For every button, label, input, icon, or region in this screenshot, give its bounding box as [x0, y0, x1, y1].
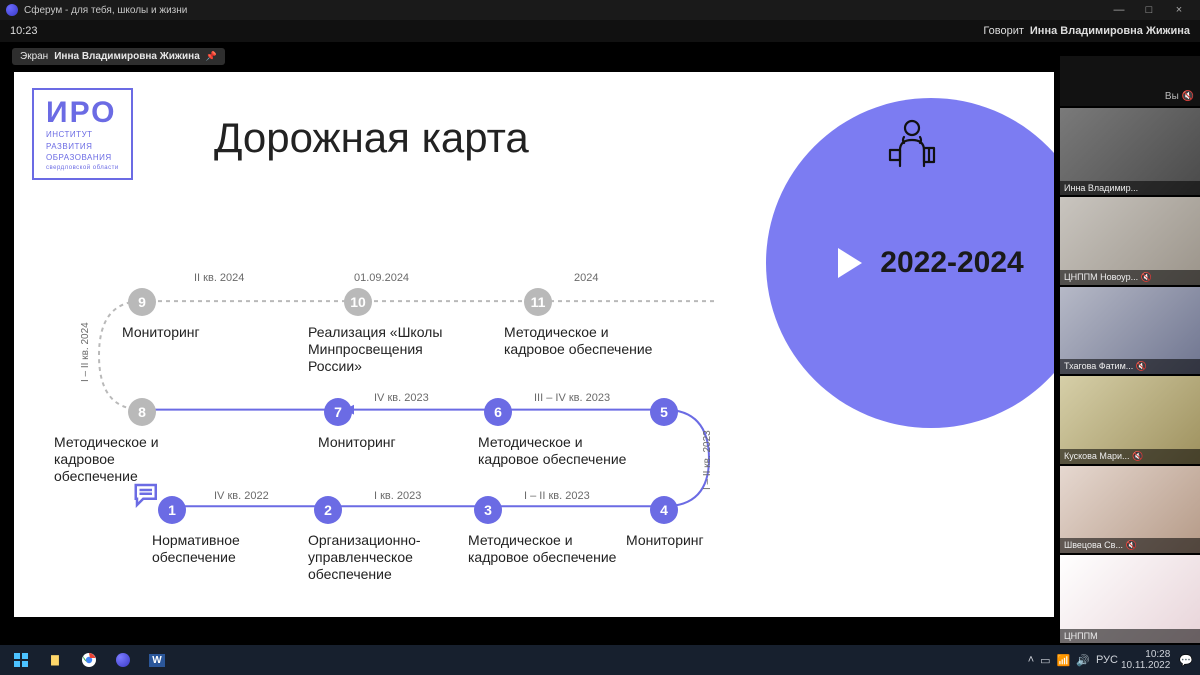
sharing-indicator[interactable]: Экран Инна Владимировна Жижина 📌 — [12, 48, 225, 65]
participant-name: Кускова Мари... 🔇 — [1060, 449, 1200, 464]
windows-taskbar[interactable]: ▇ W ˄ ▭ 📶 🔊 РУС 10:28 10.11.2022 💬 — [0, 645, 1200, 675]
participant-tile[interactable]: Кускова Мари... 🔇 — [1060, 376, 1200, 464]
node-7-date: IV кв. 2023 — [374, 392, 429, 404]
self-tile[interactable]: Вы 🔇 — [1060, 56, 1200, 106]
tray-wifi-icon[interactable]: 📶 — [1057, 654, 1071, 667]
node-11-label: Методическое и кадровое обеспечение — [504, 324, 654, 358]
roadmap-diagram: 1 IV кв. 2022 Нормативное обеспечение 2 … — [54, 242, 714, 597]
node-1-date: IV кв. 2022 — [214, 490, 269, 502]
roadmap-node-11: 11 — [524, 288, 552, 316]
node-6-label: Методическое и кадровое обеспечение — [478, 434, 628, 468]
node-1-label: Нормативное обеспечение — [152, 532, 302, 566]
close-button[interactable]: × — [1164, 4, 1194, 16]
slide-title: Дорожная карта — [214, 114, 529, 162]
iro-logo: ИРО ИНСТИТУТ РАЗВИТИЯ ОБРАЗОВАНИЯ свердл… — [32, 88, 133, 180]
roadmap-node-5: 5 — [650, 398, 678, 426]
roadmap-node-10: 10 — [344, 288, 372, 316]
roadmap-node-8: 8 — [128, 398, 156, 426]
node-8-date: I – II кв. 2024 — [80, 322, 91, 382]
roadmap-node-1: 1 — [158, 496, 186, 524]
roadmap-node-4: 4 — [650, 496, 678, 524]
self-label: Вы 🔇 — [1165, 91, 1194, 102]
tray-lang[interactable]: РУС — [1096, 654, 1118, 666]
participant-name: Швецова Св... 🔇 — [1060, 538, 1200, 553]
call-status-bar: 10:23 Говорит Инна Владимировна Жижина — [0, 20, 1200, 42]
logo-line-3: ОБРАЗОВАНИЯ — [46, 153, 119, 163]
node-4-label: Мониторинг — [626, 532, 704, 549]
maximize-button[interactable]: □ — [1134, 4, 1164, 16]
logo-acronym: ИРО — [46, 98, 119, 128]
sharing-prefix: Экран — [20, 51, 48, 62]
word-icon[interactable]: W — [140, 645, 174, 675]
participants-sidebar: Вы 🔇 Инна Владимир... ЦНППМ Новоур... 🔇 … — [1060, 42, 1200, 645]
sferum-icon[interactable] — [106, 645, 140, 675]
tray-battery-icon[interactable]: ▭ — [1040, 654, 1050, 667]
explorer-icon[interactable]: ▇ — [38, 645, 72, 675]
participant-name: ЦНППМ Новоур... 🔇 — [1060, 270, 1200, 285]
node-2-label: Организационно-управленческое обеспечени… — [308, 532, 458, 582]
shared-screen-stage: Экран Инна Владимировна Жижина 📌 ИРО ИНС… — [0, 42, 1060, 645]
chrome-icon[interactable] — [72, 645, 106, 675]
node-9-label: Мониторинг — [122, 324, 200, 341]
node-5-date: I – II кв. 2023 — [702, 430, 713, 490]
speaking-name: Инна Владимировна Жижина — [1030, 25, 1190, 37]
window-title: Сферум - для тебя, школы и жизни — [24, 5, 1104, 16]
minimize-button[interactable]: — — [1104, 4, 1134, 16]
clock-date: 10.11.2022 — [1121, 660, 1170, 671]
teacher-icon — [880, 114, 944, 178]
roadmap-node-2: 2 — [314, 496, 342, 524]
logo-line-2: РАЗВИТИЯ — [46, 142, 119, 152]
play-icon — [838, 248, 862, 278]
roadmap-node-9: 9 — [128, 288, 156, 316]
node-10-date: 01.09.2024 — [354, 272, 409, 284]
roadmap-node-6: 6 — [484, 398, 512, 426]
participant-tile[interactable]: Тхагова Фатим... 🔇 — [1060, 287, 1200, 375]
participant-name: ЦНППМ — [1060, 629, 1200, 643]
node-7-label: Мониторинг — [318, 434, 396, 451]
node-10-label: Реализация «Школы Минпросвещения России» — [308, 324, 478, 374]
logo-line-4: свердловской области — [46, 165, 119, 172]
call-time: 10:23 — [10, 25, 38, 37]
logo-line-1: ИНСТИТУТ — [46, 130, 119, 140]
notifications-icon[interactable]: 💬 — [1179, 654, 1193, 667]
pin-icon[interactable]: 📌 — [206, 51, 217, 62]
start-button[interactable] — [4, 645, 38, 675]
roadmap-node-7: 7 — [324, 398, 352, 426]
clock-time: 10:28 — [1121, 649, 1170, 660]
speaking-prefix: Говорит — [983, 25, 1023, 37]
node-11-date: 2024 — [574, 272, 598, 284]
roadmap-node-3: 3 — [474, 496, 502, 524]
taskbar-clock[interactable]: 10:28 10.11.2022 — [1121, 649, 1176, 671]
window-titlebar: Сферум - для тебя, школы и жизни — □ × — [0, 0, 1200, 20]
participant-tile[interactable]: ЦНППМ Новоур... 🔇 — [1060, 197, 1200, 285]
node-8-label: Методическое и кадровое обеспечение — [54, 434, 184, 484]
tray-chevron-icon[interactable]: ˄ — [1028, 654, 1034, 666]
tray-volume-icon[interactable]: 🔊 — [1076, 654, 1090, 667]
participant-name: Тхагова Фатим... 🔇 — [1060, 359, 1200, 374]
presentation-slide: ИРО ИНСТИТУТ РАЗВИТИЯ ОБРАЗОВАНИЯ свердл… — [14, 72, 1054, 617]
node-9-date: II кв. 2024 — [194, 272, 244, 284]
node-3-date: I – II кв. 2023 — [524, 490, 590, 502]
sharing-name: Инна Владимировна Жижина — [54, 51, 200, 62]
node-3-label: Методическое и кадровое обеспечение — [468, 532, 618, 566]
participant-tile[interactable]: ЦНППМ — [1060, 555, 1200, 643]
participant-tile[interactable]: Швецова Св... 🔇 — [1060, 466, 1200, 554]
app-icon — [6, 4, 18, 16]
participant-tile[interactable]: Инна Владимир... — [1060, 108, 1200, 196]
participant-name: Инна Владимир... — [1060, 181, 1200, 195]
node-2-date: I кв. 2023 — [374, 490, 421, 502]
years-label: 2022-2024 — [880, 246, 1023, 280]
node-6-date: III – IV кв. 2023 — [534, 392, 610, 404]
